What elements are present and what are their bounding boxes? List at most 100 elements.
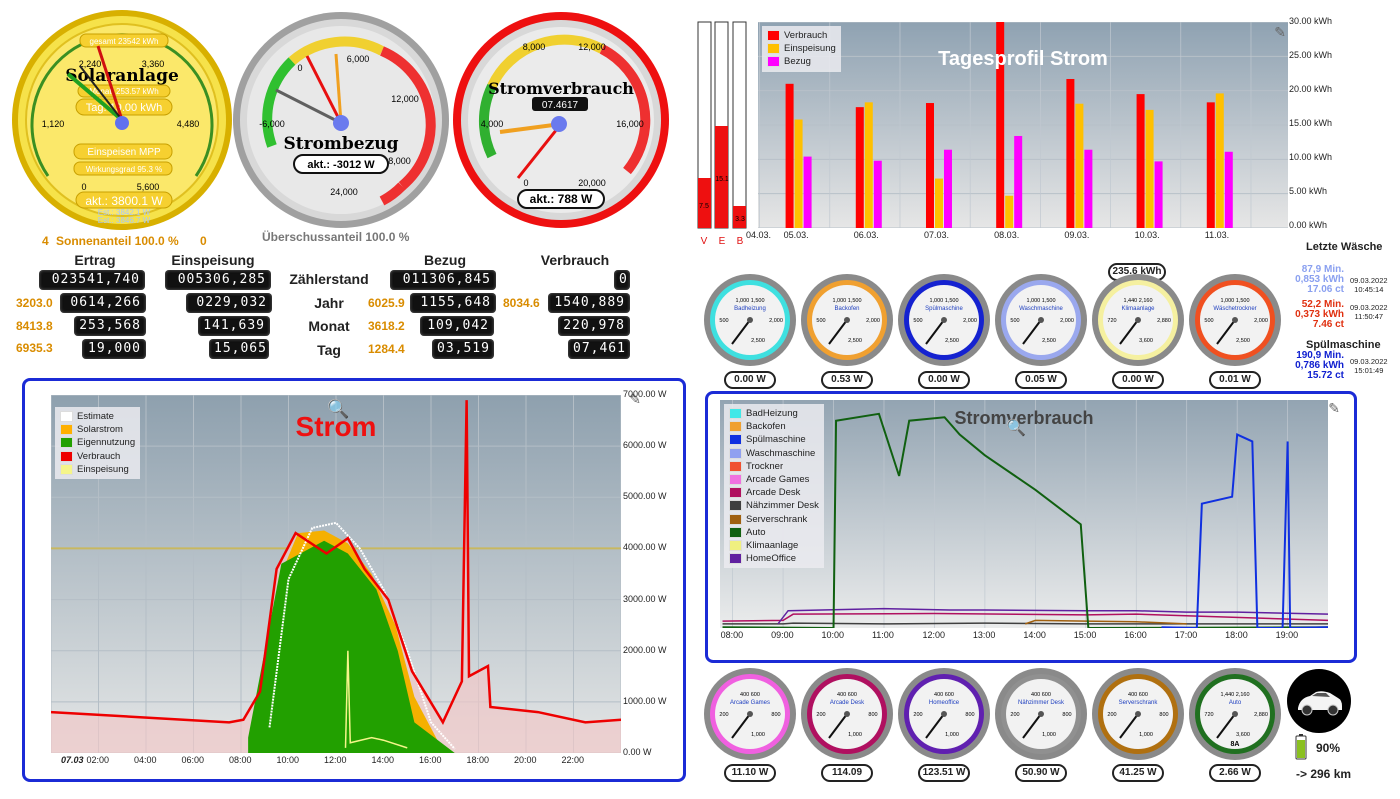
- tp-legend-einspeisung: Einspeisung: [784, 43, 836, 55]
- sv-legend-item: Auto: [746, 526, 766, 538]
- solar-wirkungsgrad: Wirkungsgrad 95.3 %: [86, 165, 162, 174]
- battery-icon: [1295, 734, 1307, 760]
- svg-text:1,440 2,160: 1,440 2,160: [1123, 298, 1152, 304]
- odo-ertrag-total: 023541,740: [39, 270, 145, 290]
- tp-y-30: 30.00 kWh: [1289, 16, 1333, 26]
- strom-x-tick: 06:00: [181, 755, 205, 765]
- edit-pencil-icon[interactable]: ✎: [629, 391, 641, 407]
- svg-text:200: 200: [1010, 712, 1019, 718]
- solar-tick-5600: 5,600: [137, 182, 160, 192]
- strom-legend: Estimate Solarstrom Eigennutzung Verbrau…: [55, 407, 141, 479]
- laundry2-time: 11:50:47: [1354, 312, 1384, 321]
- header-verbrauch: Verbrauch: [540, 252, 610, 268]
- tp-x-first: 04.03.: [746, 230, 772, 240]
- svg-text:1,000 1,500: 1,000 1,500: [1026, 298, 1055, 304]
- gauge-arcade-desk[interactable]: 400 600 200 800 1,000 Arcade Desk: [799, 666, 895, 762]
- solar-left-num: 4: [42, 234, 49, 248]
- gauge-arcade-games[interactable]: 400 600 200 800 1,000 Arcade Games: [702, 666, 798, 762]
- odo-bezug-monat: 109,042: [420, 316, 494, 336]
- gauge-backofen[interactable]: 1,000 1,500 500 2,000 2,500 Backofen: [799, 272, 895, 368]
- laundry2-kwh: 0,373 kWh: [1295, 309, 1344, 320]
- svg-text:2,500: 2,500: [751, 338, 765, 344]
- dish-min: 190,9 Min.: [1296, 350, 1344, 361]
- strom-eigennutzung-area: [248, 540, 455, 753]
- svg-text:Backofen: Backofen: [834, 306, 859, 312]
- gauge-klimaanlage[interactable]: 1,440 2,160 720 2,880 3,600 Klimaanlage: [1090, 272, 1186, 368]
- svg-text:200: 200: [816, 712, 825, 718]
- verbrauch-tick-20000: 20,000: [578, 178, 606, 188]
- laundry-entry-2: 52,2 Min. 0,373 kWh 7.46 ct: [1272, 300, 1344, 330]
- gauge-homeoffice[interactable]: 400 600 200 800 1,000 Homeoffice: [896, 666, 992, 762]
- zoom-icon[interactable]: 🔍: [1006, 420, 1026, 437]
- gauge-auto[interactable]: 1,440 2,160 720 2,880 3,600 Auto 8A: [1187, 666, 1283, 762]
- tagesprofil-svg: [758, 22, 1288, 228]
- verbrauch-tick-4000: 4,000: [481, 119, 504, 129]
- gauge-value-pill: 114.09: [821, 764, 873, 782]
- strom-legend-einspeisung: Einspeisung: [77, 463, 129, 475]
- strom-x-tick: 02:00: [86, 755, 110, 765]
- solar-gesamt: gesamt 23542 kWh: [90, 37, 159, 46]
- sv-arcadedesk-line: [722, 612, 1328, 622]
- svg-text:1,000 1,500: 1,000 1,500: [1220, 298, 1249, 304]
- laundry-title: Letzte Wäsche: [1306, 241, 1383, 253]
- odo-einsp-total: 005306,285: [165, 270, 271, 290]
- sv-x-tick: 17:00: [1174, 630, 1198, 640]
- sv-legend-item: Backofen: [746, 421, 786, 433]
- svg-text:Wäschetrockner: Wäschetrockner: [1213, 306, 1256, 312]
- gauge-value-pill: 123.51 W: [918, 764, 970, 782]
- edit-pencil-icon[interactable]: ✎: [1328, 400, 1340, 416]
- mini-val-e: 15.1: [715, 176, 729, 183]
- strom-estimate-line: [268, 521, 456, 750]
- svg-text:500: 500: [719, 318, 728, 324]
- svg-text:Klimaanlage: Klimaanlage: [1121, 306, 1155, 312]
- strombezug-gauge: 0 6,000 -6,000 12,000 18,000 24,000 Stro…: [232, 6, 450, 234]
- strom-legend-estimate: Estimate: [77, 411, 114, 423]
- sv-x-tick: 18:00: [1225, 630, 1248, 640]
- strom-x-tick: 22:00: [561, 755, 585, 765]
- car-icon[interactable]: [1286, 668, 1352, 734]
- svg-text:800: 800: [868, 712, 877, 718]
- edit-pencil-icon[interactable]: ✎: [1274, 24, 1286, 40]
- sv-x-tick: 08:00: [720, 630, 744, 640]
- tp-bar-bezug-6: [1224, 151, 1233, 228]
- gauge-waschmaschine[interactable]: 1,000 1,500 500 2,000 2,500 Waschmaschine: [993, 272, 1089, 368]
- gauge-spülmaschine[interactable]: 1,000 1,500 500 2,000 2,500 Spülmaschine: [896, 272, 992, 368]
- tp-x-tick: 10.03.: [1134, 230, 1160, 240]
- strom-legend-solarstrom: Solarstrom: [77, 424, 123, 436]
- gauge-wäschetrockner[interactable]: 1,000 1,500 500 2,000 2,500 Wäschetrockner: [1187, 272, 1283, 368]
- strom-plot: Strom 🔍 ✎ Estimate Solarstrom Eigennutzu…: [51, 391, 641, 753]
- bezug-tag-pre: 1284.4: [368, 342, 405, 356]
- gauge-value-pill: 50.90 W: [1015, 764, 1067, 782]
- tp-y-15: 15.00 kWh: [1289, 118, 1333, 128]
- tp-bar-bezug-1: [873, 160, 882, 228]
- solar-est-2: Est.: 3846.7 W: [98, 216, 151, 225]
- svg-text:3,600: 3,600: [1236, 732, 1250, 738]
- sv-homeoffice-line: [777, 607, 1328, 625]
- verbrauch-tick-12000: 12,000: [578, 42, 606, 52]
- label-tag: Tag: [317, 342, 341, 358]
- svg-text:400 600: 400 600: [1031, 692, 1051, 698]
- svg-text:1,000: 1,000: [751, 732, 765, 738]
- svg-text:400 600: 400 600: [1128, 692, 1148, 698]
- gauge-serverschrank[interactable]: 400 600 200 800 1,000 Serverschrank: [1090, 666, 1186, 762]
- laundry1-date: 09.03.2022: [1350, 276, 1388, 285]
- solar-tick-1120: 1,120: [42, 119, 65, 129]
- strom-svg: [51, 395, 621, 753]
- svg-text:Arcade Games: Arcade Games: [730, 700, 770, 706]
- solar-title: Solaranlage: [65, 66, 179, 86]
- svg-text:2,000: 2,000: [1060, 318, 1074, 324]
- zoom-icon[interactable]: 🔍: [327, 399, 350, 419]
- solar-akt: akt.: 3800.1 W: [85, 194, 163, 208]
- stromverbrauch-gauge: 8,000 12,000 4,000 16,000 0 20,000 Strom…: [452, 6, 670, 234]
- laundry1-ct: 17.06 ct: [1307, 284, 1344, 295]
- odo-einsp-jahr: 0229,032: [186, 293, 272, 313]
- gauge-badheizung[interactable]: 1,000 1,500 500 2,000 2,500 Badheizung: [702, 272, 798, 368]
- strom-panel: Strom 🔍 ✎ Estimate Solarstrom Eigennutzu…: [22, 378, 686, 782]
- svg-text:500: 500: [913, 318, 922, 324]
- tp-bar-verbrauch-4: [1066, 78, 1075, 228]
- sv-x-tick: 09:00: [771, 630, 794, 640]
- sv-legend-item: Nähzimmer Desk: [746, 500, 819, 512]
- odo-bezug-total: 011306,845: [390, 270, 496, 290]
- gauge-nähzimmer-desk[interactable]: 400 600 200 800 1,000 Nähzimmer Desk: [993, 666, 1089, 762]
- strom-x-tick: 04:00: [134, 755, 157, 765]
